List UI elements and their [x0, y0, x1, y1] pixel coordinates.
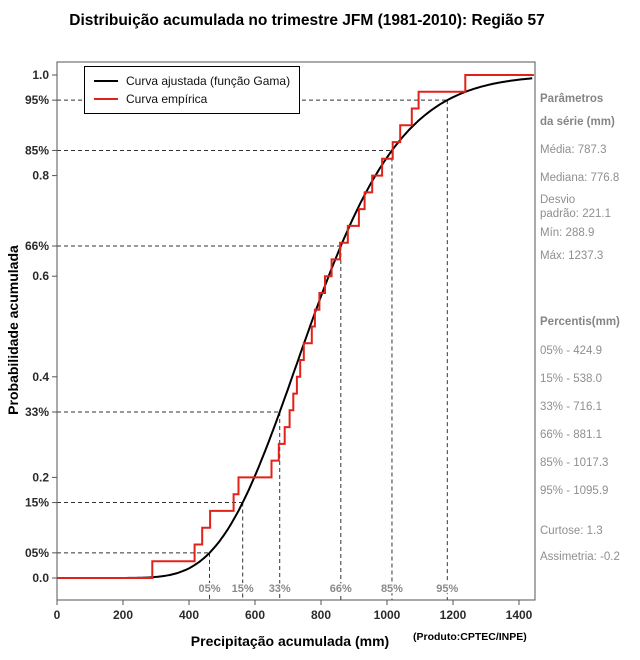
x-percent-label: 15%: [232, 583, 254, 595]
y-tick-label: 0.2: [32, 470, 49, 484]
y-percent-label: 33%: [25, 405, 49, 419]
stat-media: Média: 787.3: [540, 144, 607, 156]
product-note: (Produto:CPTEC/INPE): [413, 631, 527, 643]
y-tick-label: 1.0: [32, 68, 49, 82]
stat-max: Máx: 1237.3: [540, 250, 604, 262]
x-tick-label: 1000: [374, 608, 401, 622]
percentile-33: 33% - 716.1: [540, 401, 603, 413]
percentile-15: 15% - 538.0: [540, 373, 603, 385]
x-tick-label: 0: [54, 608, 61, 622]
y-percent-label: 05%: [25, 546, 49, 560]
percentile-85: 85% - 1017.3: [540, 457, 609, 469]
y-tick-label: 0.0: [32, 571, 49, 585]
y-percent-label: 15%: [25, 496, 49, 510]
legend: Curva ajustada (função Gama) Curva empír…: [84, 66, 301, 114]
y-tick-label: 0.8: [32, 169, 49, 183]
percentile-05: 05% - 424.9: [540, 345, 603, 357]
stat-curtose: Curtose: 1.3: [540, 525, 603, 537]
stat-min: Mín: 288.9: [540, 227, 595, 239]
percentile-66: 66% - 881.1: [540, 429, 603, 441]
stat-mediana: Mediana: 776.8: [540, 172, 620, 184]
legend-label-empirical: Curva empírica: [126, 92, 208, 106]
page-title: Distribuição acumulada no trimestre JFM …: [69, 12, 545, 29]
x-tick-label: 800: [311, 608, 331, 622]
legend-item-empirical: Curva empírica: [94, 90, 290, 108]
y-percent-label: 95%: [25, 93, 49, 107]
empirical-curve-swatch: [94, 98, 118, 100]
sidebar-percentis-header: Percentis(mm): [540, 316, 620, 328]
sidebar-params-header-2: da série (mm): [540, 116, 615, 128]
y-tick-label: 0.6: [32, 269, 49, 283]
legend-item-fitted: Curva ajustada (função Gama): [94, 72, 290, 90]
plot-box: [56, 61, 536, 601]
stat-desvio-line1: Desvio: [540, 194, 576, 206]
x-tick-label: 600: [245, 608, 265, 622]
x-percent-label: 05%: [198, 583, 220, 595]
sidebar-params-header-1: Parâmetros: [540, 93, 604, 105]
y-tick-label: 0.4: [32, 370, 49, 384]
percentile-95: 95% - 1095.9: [540, 485, 609, 497]
legend-label-fitted: Curva ajustada (função Gama): [126, 74, 291, 88]
x-tick-label: 400: [179, 608, 199, 622]
x-percent-label: 33%: [269, 583, 291, 595]
x-tick-label: 1200: [440, 608, 467, 622]
empirical-curve: [57, 74, 534, 579]
x-tick-label: 1400: [506, 608, 533, 622]
x-axis-title: Precipitação acumulada (mm): [190, 633, 390, 649]
x-percent-label: 85%: [381, 583, 403, 595]
cumulative-distribution-chart: 0 200 400 600 800 1000 1200 1400 0.0 0.2 0.4 0.6 0.8…: [25, 61, 536, 622]
x-percent-label: 66%: [330, 583, 352, 595]
y-percent-label: 85%: [25, 143, 49, 157]
y-percent-label: 66%: [25, 239, 49, 253]
stat-assimetria: Assimetria: -0.2: [540, 551, 620, 563]
x-percent-label: 95%: [436, 583, 458, 595]
x-tick-label: 200: [113, 608, 133, 622]
stat-desvio-line2: padrão: 221.1: [540, 208, 611, 220]
fitted-curve-swatch: [94, 80, 118, 82]
